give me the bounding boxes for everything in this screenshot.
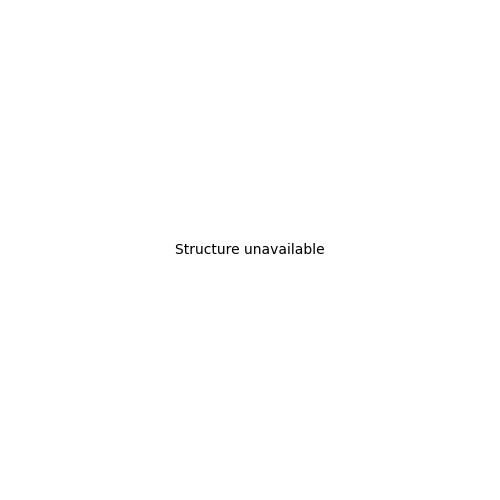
Text: Structure unavailable: Structure unavailable <box>175 243 325 257</box>
